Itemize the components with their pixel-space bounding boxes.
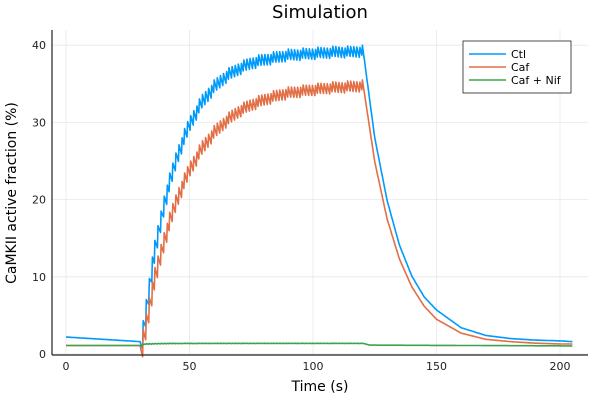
series-group	[65, 44, 573, 358]
y-tick-label: 20	[32, 194, 46, 207]
series-line-ctl	[65, 44, 573, 350]
series-line-caf-nif	[65, 342, 573, 347]
series-line-caf	[65, 79, 573, 358]
y-tick-label: 0	[39, 348, 46, 361]
y-ticks: 0 10 20 30 40	[32, 39, 46, 361]
y-tick-label: 40	[32, 39, 46, 52]
x-tick-label: 100	[303, 360, 324, 373]
legend: Ctl Caf Caf + Nif	[462, 40, 572, 94]
x-tick-label: 0	[63, 360, 70, 373]
x-axis-label: Time (s)	[291, 379, 349, 395]
x-tick-label: 50	[183, 360, 197, 373]
y-tick-label: 10	[32, 271, 46, 284]
x-ticks: 0 50 100 150 200	[63, 360, 571, 373]
legend-label-caf: Caf	[511, 61, 530, 74]
chart-title: Simulation	[272, 2, 368, 23]
legend-label-caf-nif: Caf + Nif	[511, 74, 562, 87]
y-axis-label: CaMKII active fraction (%)	[4, 102, 20, 284]
legend-label-ctl: Ctl	[511, 48, 526, 61]
y-tick-label: 30	[32, 116, 46, 129]
x-tick-label: 200	[550, 360, 571, 373]
x-tick-label: 150	[426, 360, 447, 373]
